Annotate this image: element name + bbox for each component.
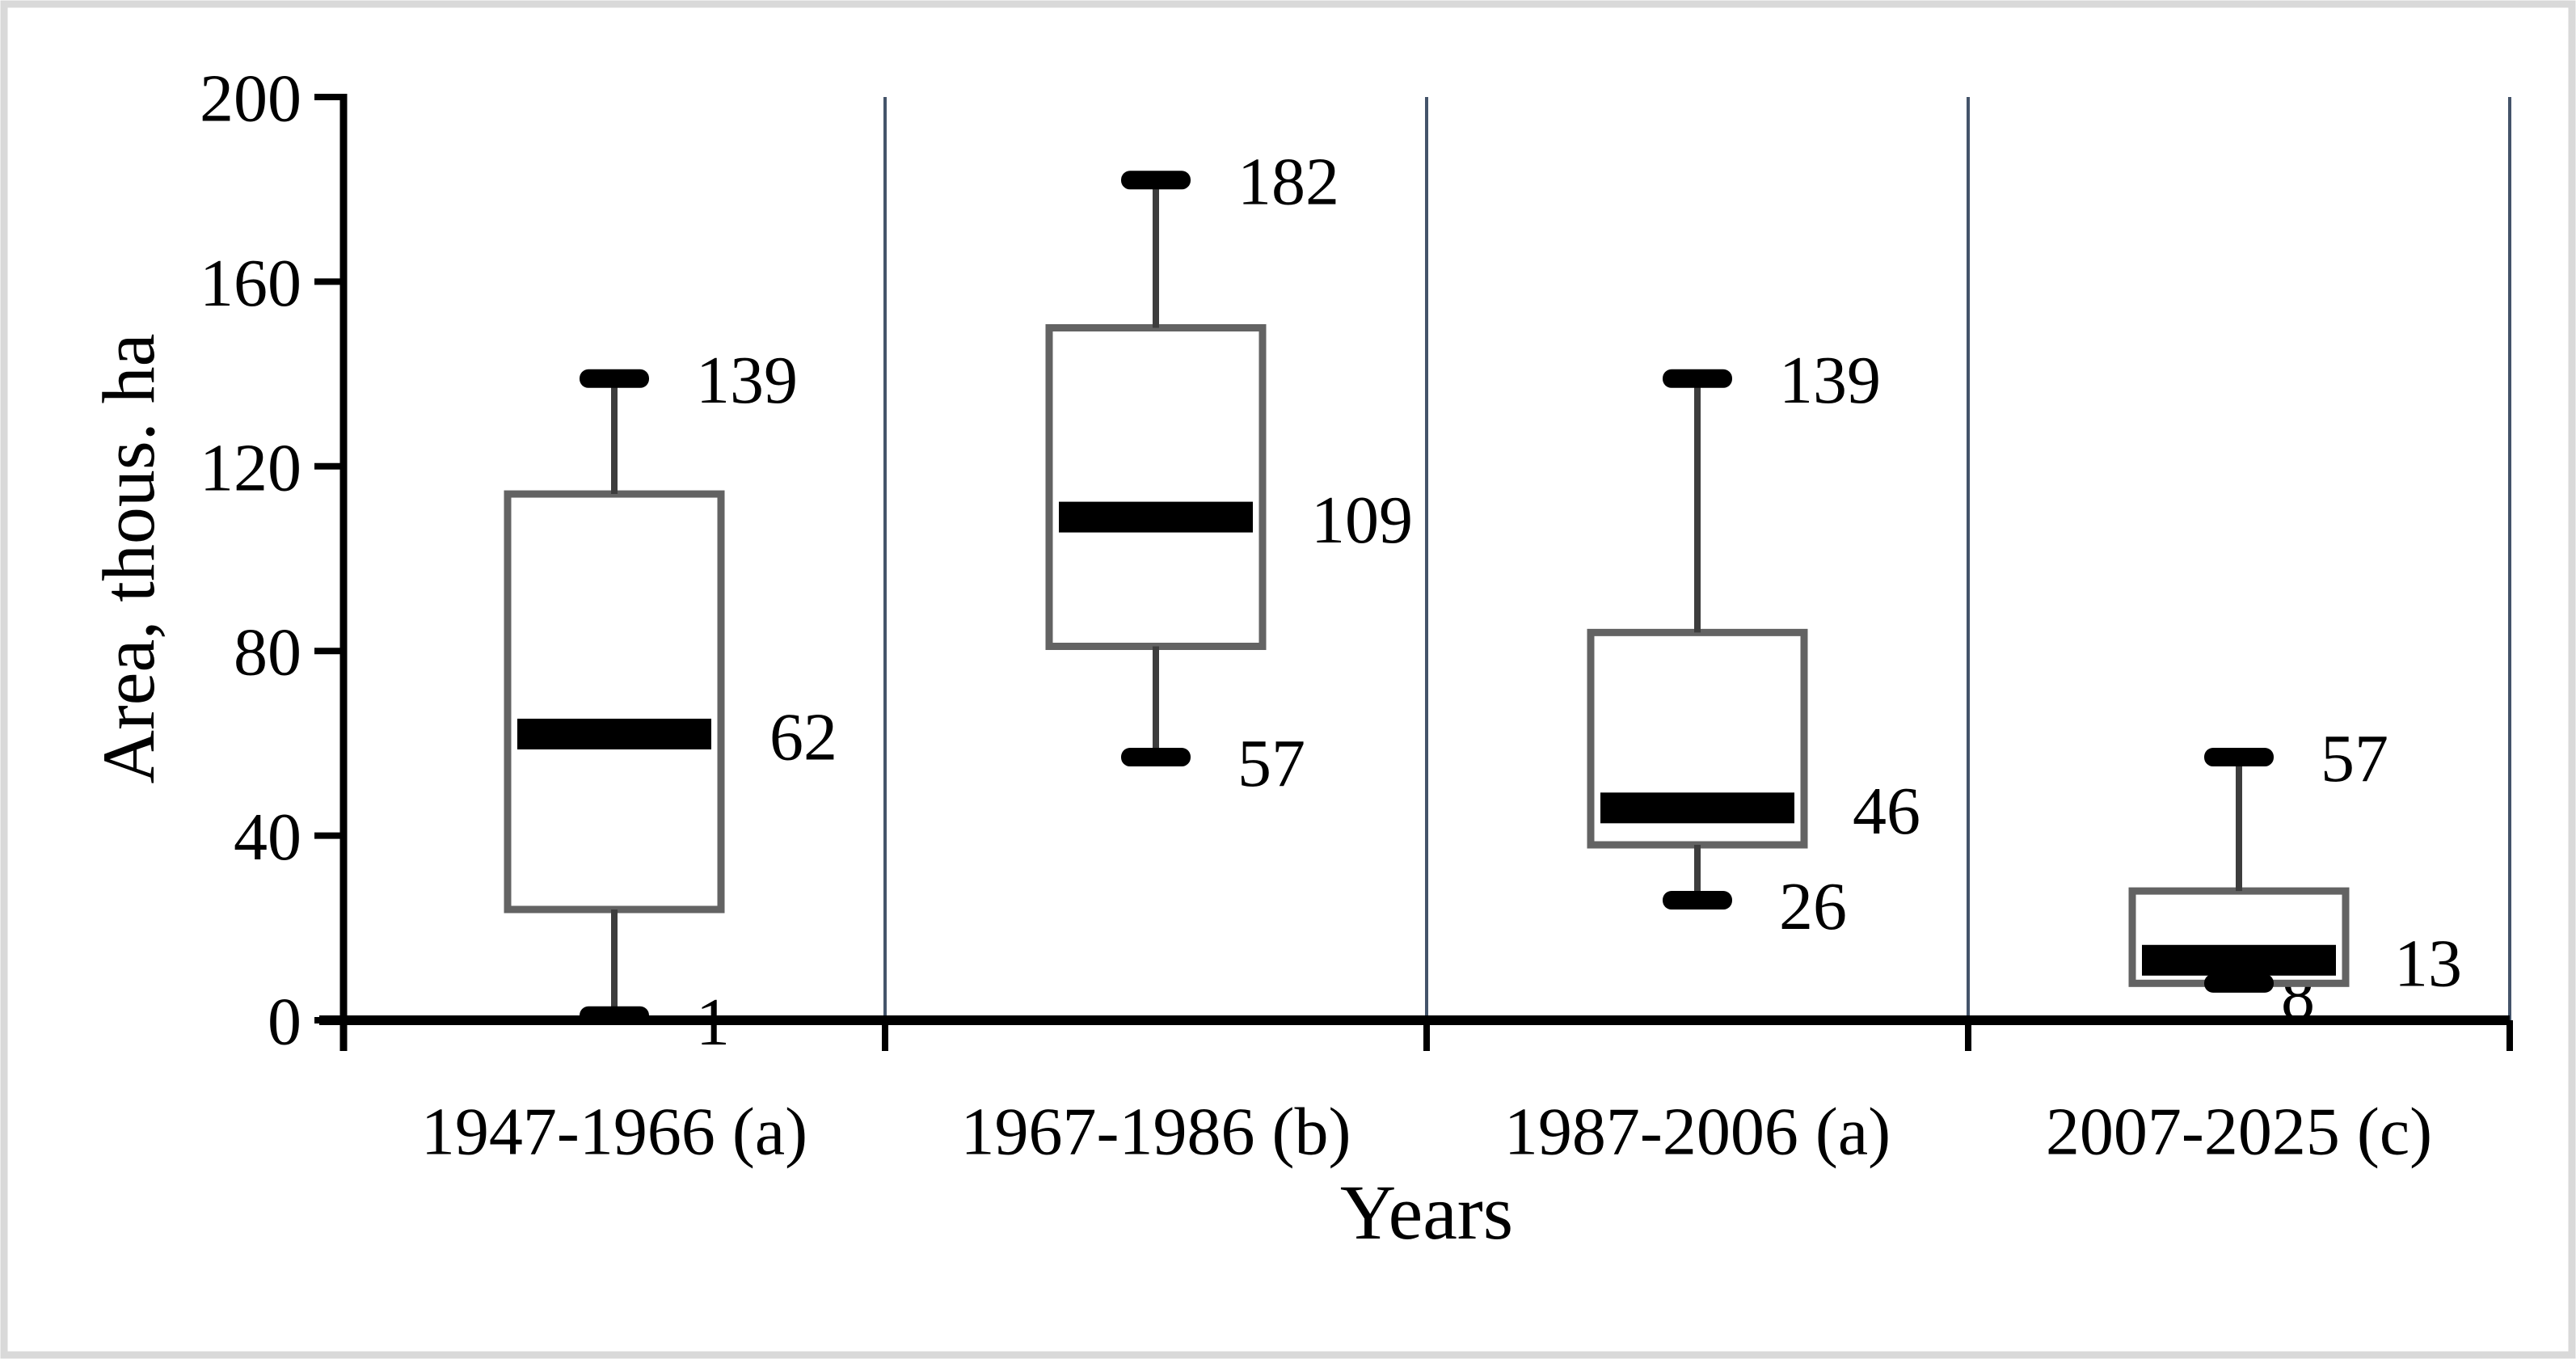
y-tick-label: 0	[268, 985, 301, 1060]
box-median-label: 46	[1853, 774, 1920, 849]
median-bar	[1600, 792, 1794, 824]
max-whisker-cap	[2204, 748, 2274, 767]
median-bar	[517, 718, 711, 749]
y-tick-label: 120	[200, 430, 301, 505]
box-max-label: 139	[1779, 343, 1881, 418]
axes: 0 40 80 120 160 200	[200, 61, 2513, 1060]
category-separators	[883, 97, 2511, 1020]
y-tick-label: 160	[200, 246, 301, 321]
y-axis-title: Area, thous. ha	[87, 334, 170, 784]
min-whisker-cap	[1663, 891, 1732, 910]
box-median-label: 13	[2394, 926, 2462, 1001]
min-whisker-cap	[580, 1006, 649, 1025]
max-whisker-cap	[1121, 171, 1191, 190]
category-label: 1947-1966 (a)	[421, 1095, 807, 1170]
y-tick-label: 40	[234, 800, 301, 875]
x-axis-title: Years	[1340, 1169, 1513, 1256]
max-whisker-cap	[1663, 369, 1732, 388]
box-max-label: 182	[1237, 144, 1339, 219]
box-group-2	[1587, 369, 1808, 910]
y-tick-label: 80	[234, 615, 301, 690]
category-labels: 1947-1966 (a) 1967-1986 (b) 1987-2006 (a) 2…	[421, 1095, 2432, 1170]
y-tick-label: 200	[200, 61, 301, 137]
min-whisker-cap	[2204, 973, 2274, 993]
box-group-0	[504, 369, 725, 1025]
min-whisker-cap	[1121, 748, 1191, 767]
box-min-label: 1	[696, 985, 730, 1060]
box-median-label: 62	[769, 699, 837, 774]
box-rect	[504, 490, 725, 914]
box-max-label: 139	[696, 343, 798, 418]
box-group-3	[2128, 748, 2350, 993]
median-bar	[2142, 944, 2336, 976]
box-groups	[504, 171, 2350, 1025]
box-min-label: 26	[1779, 869, 1847, 944]
category-label: 2007-2025 (c)	[2046, 1095, 2432, 1170]
category-label: 1987-2006 (a)	[1504, 1095, 1891, 1170]
box-max-label: 57	[2321, 721, 2388, 796]
box-min-label: 57	[1237, 726, 1305, 801]
category-label: 1967-1986 (b)	[961, 1095, 1351, 1170]
box-group-1	[1045, 171, 1267, 767]
median-bar	[1059, 501, 1253, 533]
box-rect	[1045, 324, 1267, 650]
box-median-label: 109	[1311, 483, 1413, 558]
max-whisker-cap	[580, 369, 649, 388]
